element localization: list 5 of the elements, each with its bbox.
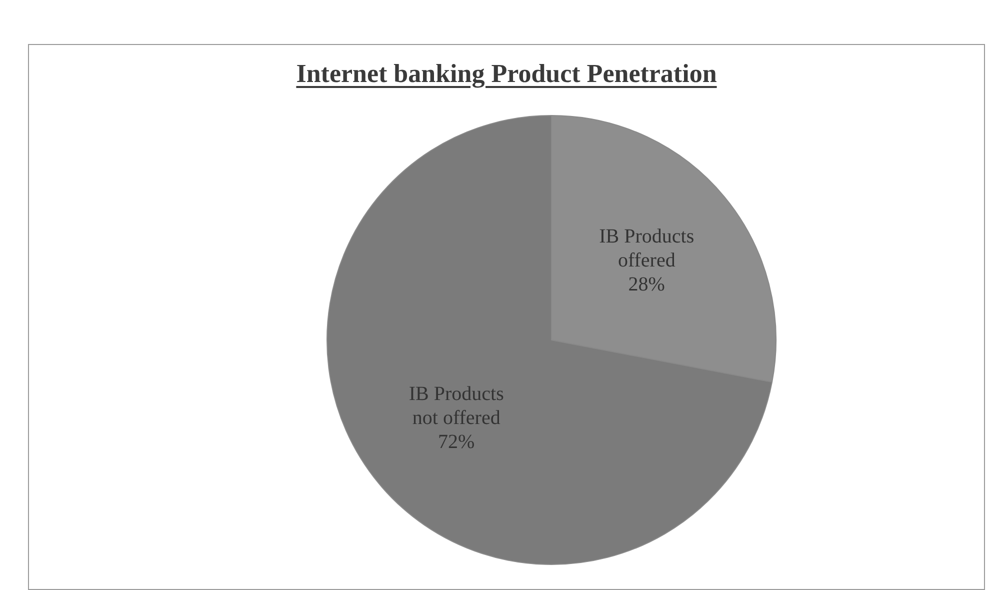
chart-title: Internet banking Product Penetration: [295, 59, 718, 89]
data-label: 28%: [628, 274, 665, 296]
slice-label: IB Products offered: [599, 226, 694, 272]
data-label: 72%: [438, 430, 475, 453]
slice-label: IB Products not offered: [408, 382, 504, 429]
